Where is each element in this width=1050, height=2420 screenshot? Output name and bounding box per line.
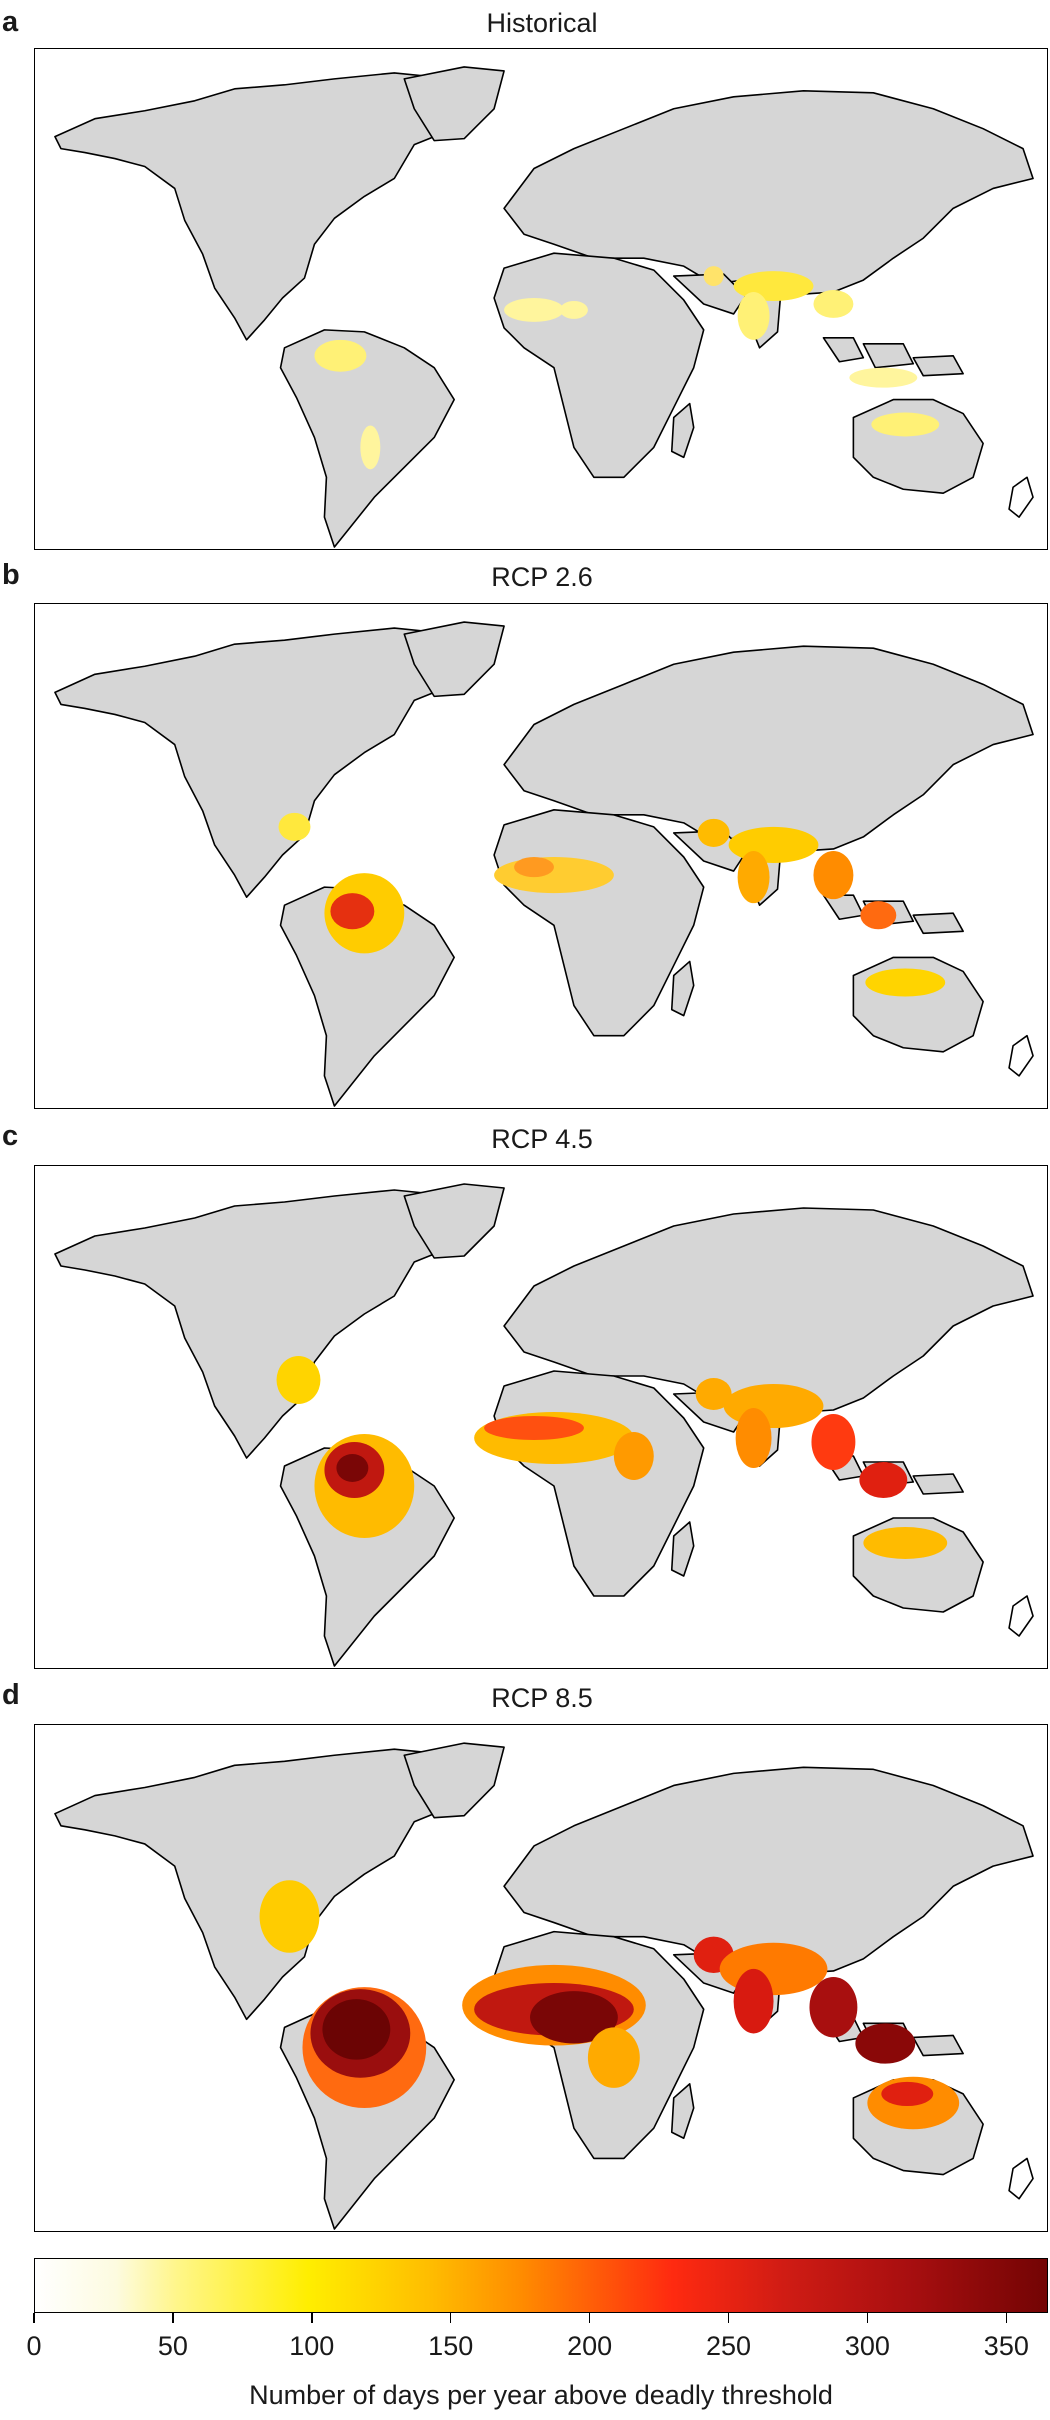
colorbar-tick-label: 150 (428, 2331, 474, 2361)
panel-letter-d: d (2, 1679, 20, 1711)
colorbar-tick (727, 2313, 730, 2323)
colorbar-tick-label: 300 (844, 2331, 890, 2361)
colorbar-tick-label: 250 (705, 2331, 752, 2361)
colorbar-tick-label: 200 (567, 2331, 613, 2361)
map-historical-svg (54, 66, 1034, 548)
colorbar-tick (866, 2313, 869, 2323)
colorbar-tick (33, 2313, 35, 2323)
panel-title-rcp45: RCP 4.5 (491, 1124, 593, 1154)
map-historical (34, 48, 1048, 550)
colorbar-tick (449, 2313, 452, 2323)
colorbar-tick-label: 100 (289, 2331, 335, 2361)
panel-letter-c: c (2, 1120, 19, 1152)
map-rcp45 (34, 1165, 1048, 1669)
colorbar-tick-label: 350 (983, 2331, 1029, 2361)
colorbar-tick (311, 2313, 313, 2323)
map-rcp85 (34, 1724, 1048, 2232)
panel-letter-a: a (2, 6, 19, 38)
colorbar-label: Number of days per year above deadly thr… (249, 2380, 833, 2410)
colorbar-tick (588, 2313, 591, 2323)
map-rcp85-svg (54, 1742, 1034, 2230)
colorbar-tick-label: 50 (157, 2331, 188, 2361)
colorbar-tick-label: 0 (26, 2331, 42, 2361)
colorbar (34, 2258, 1048, 2313)
heat-overlay-rcp45 (276, 1356, 948, 1559)
panel-title-rcp85: RCP 8.5 (491, 1683, 593, 1713)
heat-overlay-rcp26 (278, 812, 946, 997)
map-rcp26 (34, 603, 1048, 1109)
colorbar-tick (1005, 2313, 1008, 2323)
heat-overlay-rcp85 (259, 1880, 960, 2130)
map-rcp26-svg (54, 621, 1034, 1107)
panel-letter-b: b (2, 559, 20, 591)
heat-overlay-historical (314, 266, 940, 470)
map-rcp45-svg (54, 1183, 1034, 1667)
panel-title-rcp26: RCP 2.6 (491, 562, 593, 592)
panel-title-historical: Historical (486, 8, 598, 38)
colorbar-tick (172, 2313, 174, 2323)
